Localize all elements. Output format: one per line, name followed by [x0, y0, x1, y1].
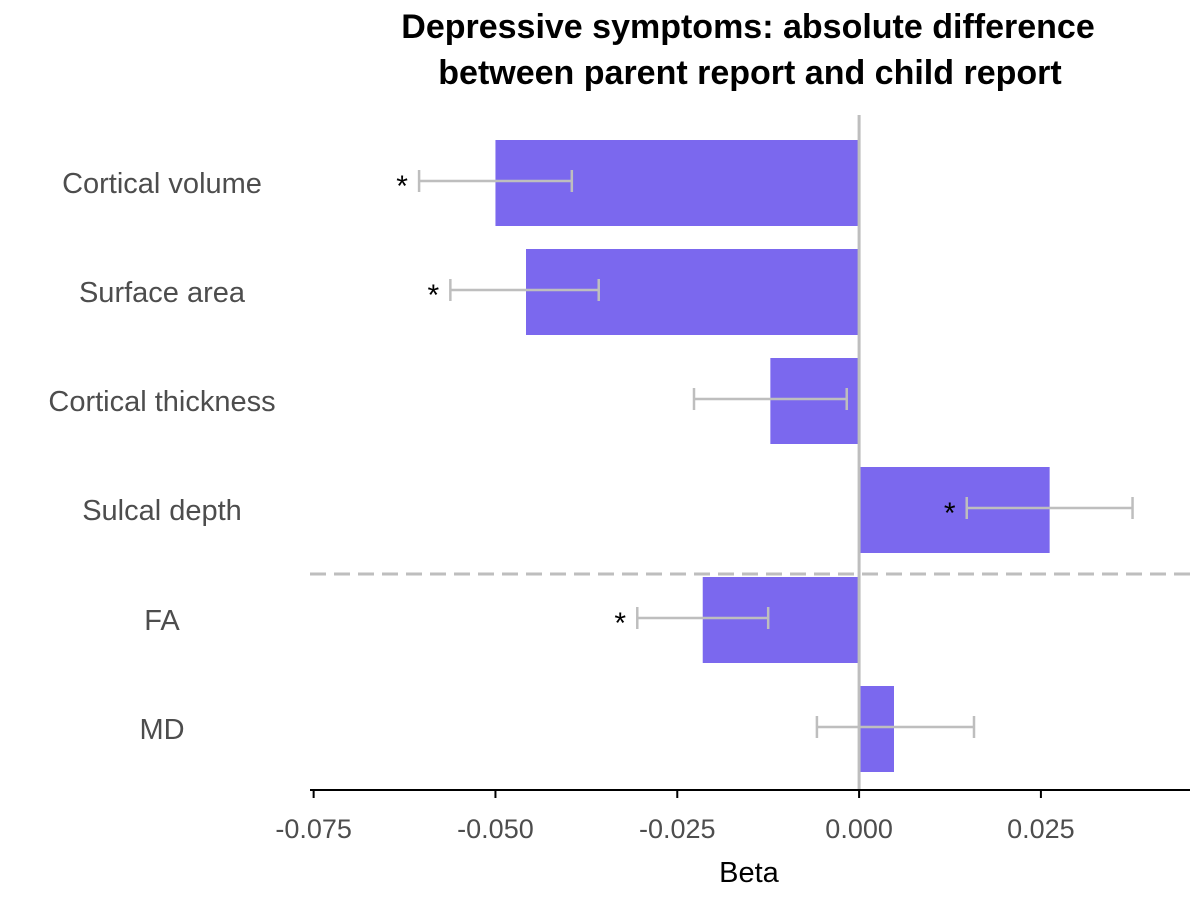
x-tick-label: -0.025: [639, 814, 716, 844]
significance-marker: *: [428, 279, 440, 312]
chart-title-line-1: Depressive symptoms: absolute difference: [401, 8, 1094, 46]
bar: [859, 686, 894, 772]
significance-marker: *: [944, 497, 956, 530]
bar: [526, 249, 860, 335]
bar: [495, 140, 860, 226]
bar: [859, 467, 1050, 553]
category-label: Cortical volume: [62, 168, 262, 200]
chart-title-line-2: between parent report and child report: [438, 54, 1061, 92]
category-label: MD: [139, 714, 184, 746]
x-tick-label: 0.000: [825, 814, 893, 844]
x-tick-label: 0.025: [1007, 814, 1075, 844]
category-label: Cortical thickness: [48, 386, 275, 418]
category-label: Surface area: [79, 277, 246, 309]
x-axis-title: Beta: [719, 857, 780, 889]
significance-marker: *: [396, 170, 408, 203]
x-tick-label: -0.050: [457, 814, 534, 844]
plot-area: Cortical volume Surface area Cortical thic…: [48, 115, 1190, 844]
category-label: Sulcal depth: [82, 495, 242, 527]
x-tick-label: -0.075: [275, 814, 352, 844]
category-label: FA: [144, 605, 180, 637]
bar: [702, 577, 860, 663]
significance-marker: *: [614, 607, 626, 640]
bar: [770, 358, 860, 444]
